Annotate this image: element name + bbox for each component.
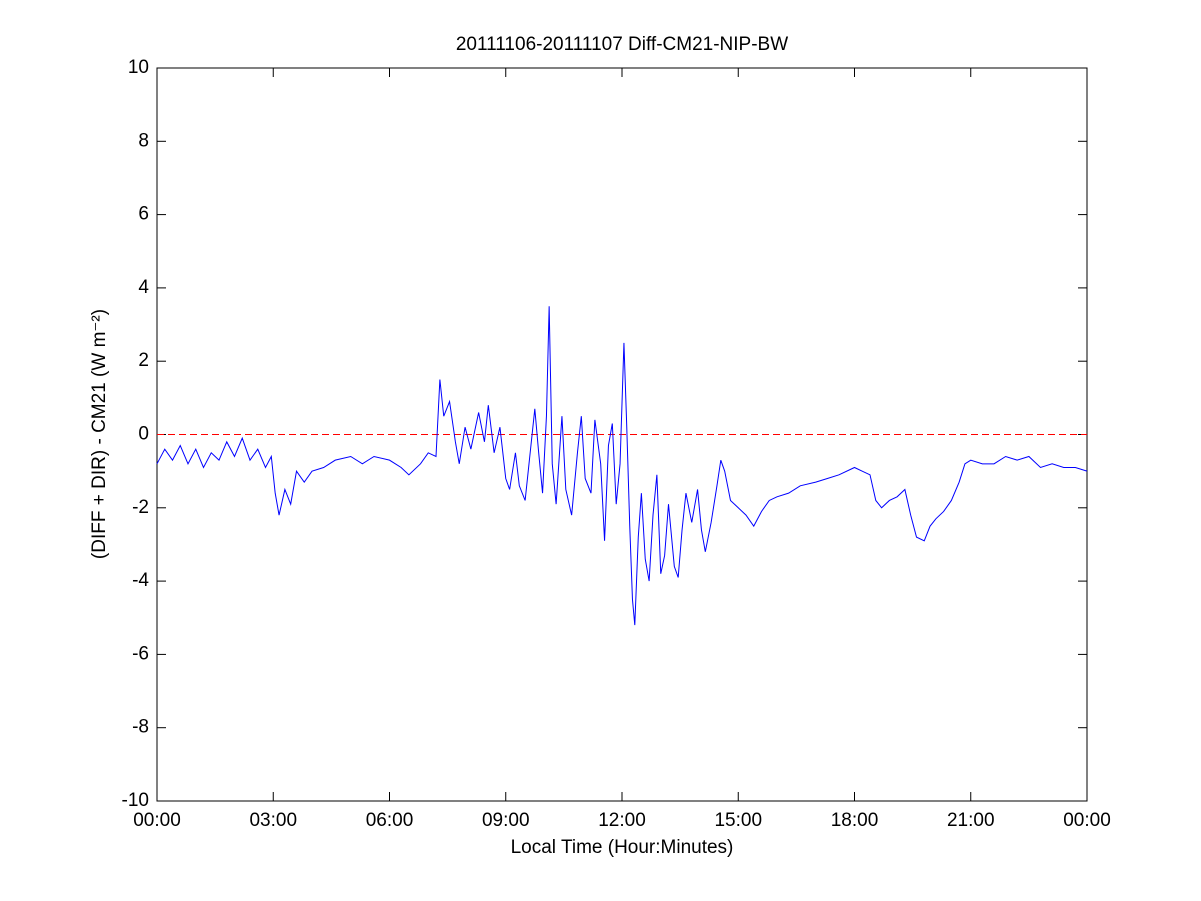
x-axis-label: Local Time (Hour:Minutes) [511,837,734,858]
x-tick-label: 00:00 [1063,810,1111,831]
x-tick-label: 15:00 [714,810,762,831]
y-tick-label: 2 [138,350,149,371]
x-tick-label: 18:00 [831,810,879,831]
x-tick-label: 09:00 [482,810,530,831]
x-tick-label: 06:00 [366,810,414,831]
y-tick-label: 6 [138,204,149,225]
x-tick-label: 00:00 [133,810,181,831]
y-tick-label: 10 [128,57,149,78]
y-tick-label: 8 [138,130,149,151]
y-tick-label: -4 [132,570,149,591]
data-line [156,306,1088,626]
y-tick-label: -6 [132,643,149,664]
y-tick-label: -2 [132,497,149,518]
y-tick-label: 0 [138,424,149,445]
chart-title: 20111106-20111107 Diff-CM21-NIP-BW [456,34,788,55]
y-tick-label: -8 [132,717,149,738]
y-tick-label: -10 [122,790,149,811]
x-tick-label: 12:00 [598,810,646,831]
x-tick-label: 03:00 [249,810,297,831]
y-tick-label: 4 [138,277,149,298]
x-tick-label: 21:00 [947,810,995,831]
y-axis-label: (DIFF + DIR) - CM21 (W m⁻²) [89,309,110,559]
